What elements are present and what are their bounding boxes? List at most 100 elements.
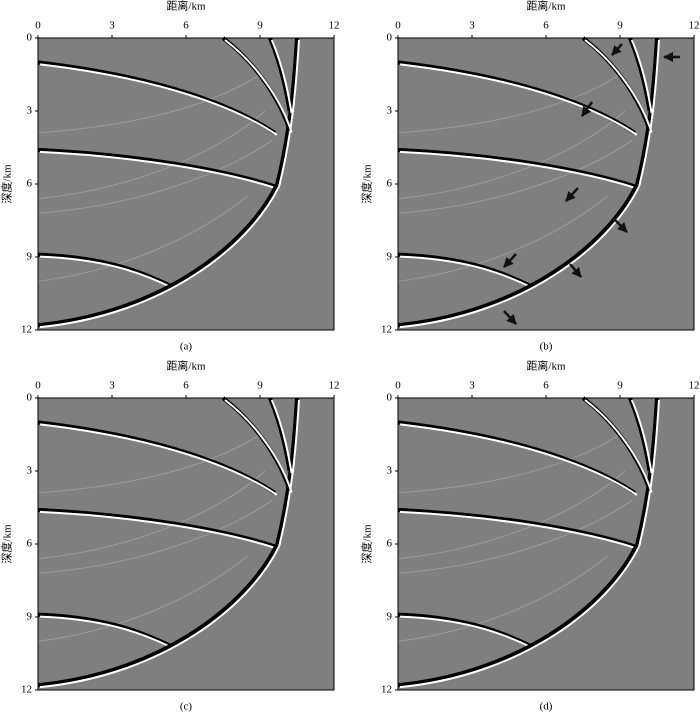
wavefront-dark bbox=[397, 252, 533, 288]
y-tick-label: 3 bbox=[27, 105, 33, 117]
faint-wavefront bbox=[397, 74, 621, 134]
x-tick-label: 3 bbox=[109, 20, 115, 32]
wavefront-light bbox=[39, 185, 281, 329]
x-tick-label: 9 bbox=[257, 380, 263, 392]
x-tick-label: 6 bbox=[183, 20, 189, 32]
wavefront-light bbox=[278, 39, 300, 187]
faint-wavefront bbox=[397, 499, 633, 574]
y-tick-label: 9 bbox=[387, 251, 393, 263]
y-tick-label: 12 bbox=[21, 324, 32, 336]
wavefield bbox=[37, 36, 300, 329]
faint-wavefront bbox=[397, 555, 608, 642]
x-axis-label: 距离/km bbox=[526, 0, 566, 13]
x-axis-label: 距离/km bbox=[166, 359, 206, 373]
panel: 0 3 6 9 12 0 3 6 9 12 距离/km 深度/km (c) bbox=[0, 359, 340, 713]
panel: 0 3 6 9 12 0 3 6 9 12 距离/km 深度/km (b) bbox=[360, 0, 700, 353]
arrow bbox=[569, 263, 582, 278]
y-tick-label: 6 bbox=[387, 538, 393, 550]
x-tick-label: 6 bbox=[183, 380, 189, 392]
faint-wavefront bbox=[37, 555, 248, 642]
x-tick-label: 12 bbox=[689, 20, 700, 32]
wavefront-light bbox=[39, 150, 278, 190]
wavefront-light bbox=[638, 39, 660, 187]
y-axis-label: 深度/km bbox=[360, 524, 374, 564]
wavefront-light bbox=[399, 510, 638, 550]
wavefront-dark bbox=[275, 397, 299, 545]
wavefront-light bbox=[584, 399, 653, 493]
panel: 0 3 6 9 12 0 3 6 9 12 距离/km 深度/km (d) bbox=[360, 359, 700, 713]
x-tick-label: 12 bbox=[329, 20, 340, 32]
wavefront-dark bbox=[397, 612, 533, 648]
wavefront-light bbox=[630, 39, 653, 114]
wavefield-background bbox=[38, 38, 334, 330]
wavefront-dark bbox=[268, 397, 292, 472]
wavefield-background bbox=[398, 38, 694, 330]
x-tick-label: 12 bbox=[329, 380, 340, 392]
y-tick-label: 0 bbox=[27, 32, 33, 44]
wavefront-light bbox=[224, 399, 293, 493]
wavefield bbox=[397, 396, 660, 689]
wavefront-light bbox=[630, 399, 653, 474]
x-tick-label: 9 bbox=[617, 380, 623, 392]
arrow bbox=[503, 253, 517, 268]
x-tick-label: 6 bbox=[543, 380, 549, 392]
wavefront-dark bbox=[628, 37, 652, 112]
wavefield-background bbox=[38, 398, 334, 690]
wavefront-dark bbox=[37, 612, 173, 648]
wavefront-light bbox=[39, 255, 174, 290]
wavefront-light bbox=[39, 615, 174, 650]
y-tick-label: 6 bbox=[387, 178, 393, 190]
y-tick-label: 6 bbox=[27, 178, 33, 190]
y-tick-label: 12 bbox=[381, 324, 392, 336]
y-tick-label: 9 bbox=[27, 611, 33, 623]
panel: 0 3 6 9 12 0 3 6 9 12 距离/km 深度/km (a) bbox=[0, 0, 340, 353]
wavefront-light bbox=[399, 423, 638, 496]
wavefront-light bbox=[39, 63, 278, 136]
y-tick-label: 9 bbox=[387, 611, 393, 623]
x-tick-label: 0 bbox=[395, 20, 401, 32]
wavefront-dark bbox=[268, 37, 292, 112]
y-tick-label: 6 bbox=[27, 538, 33, 550]
wavefront-light bbox=[399, 185, 641, 329]
wavefront-dark bbox=[397, 147, 636, 189]
wavefront-dark bbox=[275, 37, 299, 185]
y-tick-label: 0 bbox=[387, 392, 393, 404]
wavefield-background bbox=[398, 398, 694, 690]
x-tick-label: 0 bbox=[35, 380, 41, 392]
x-tick-label: 9 bbox=[617, 20, 623, 32]
y-tick-label: 0 bbox=[27, 392, 33, 404]
wavefront-dark bbox=[37, 252, 173, 288]
wavefront-light bbox=[638, 399, 660, 547]
arrow bbox=[613, 218, 628, 233]
x-tick-label: 3 bbox=[469, 20, 475, 32]
wavefront-dark bbox=[37, 507, 276, 549]
faint-wavefront bbox=[37, 74, 261, 134]
y-tick-label: 3 bbox=[387, 465, 393, 477]
arrow bbox=[611, 43, 623, 56]
wavefront-dark bbox=[397, 507, 636, 549]
y-axis-label: 深度/km bbox=[0, 524, 14, 564]
faint-wavefront bbox=[397, 195, 608, 282]
wavefront-light bbox=[39, 510, 278, 550]
wavefront-light bbox=[399, 255, 534, 290]
x-tick-label: 0 bbox=[395, 380, 401, 392]
y-tick-label: 12 bbox=[381, 684, 392, 696]
caption: (a) bbox=[180, 341, 193, 353]
wavefront-light bbox=[270, 39, 293, 114]
wavefront-light bbox=[39, 423, 278, 496]
faint-wavefront bbox=[397, 139, 633, 214]
wavefront-dark bbox=[397, 183, 640, 328]
wavefront-light bbox=[399, 63, 638, 136]
wavefront-dark bbox=[628, 397, 652, 472]
wavefront-dark bbox=[635, 37, 659, 185]
x-tick-label: 9 bbox=[257, 20, 263, 32]
y-axis-label: 深度/km bbox=[360, 164, 374, 204]
faint-wavefront bbox=[37, 434, 261, 494]
wavefront-light bbox=[399, 615, 534, 650]
wavefront-dark bbox=[37, 147, 276, 189]
x-tick-label: 0 bbox=[35, 20, 41, 32]
wavefront-light bbox=[224, 39, 293, 133]
arrow bbox=[580, 101, 594, 117]
wavefront-light bbox=[584, 39, 653, 133]
